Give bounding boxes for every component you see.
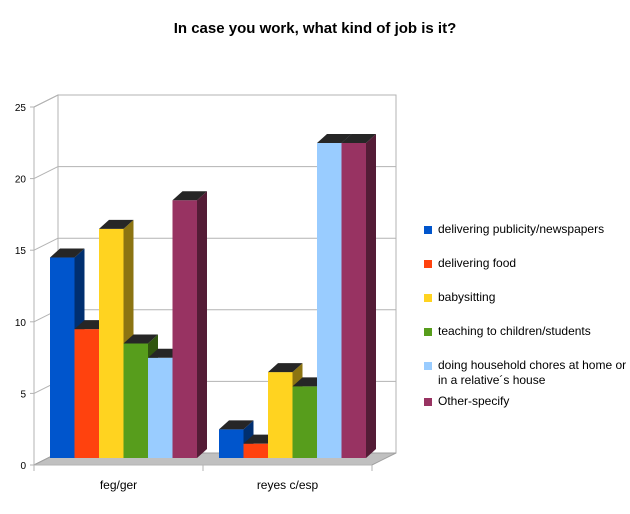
bar-front [268,372,293,458]
legend-label: delivering publicity/newspapers [438,222,605,236]
legend-item: delivering publicity/newspapers [424,222,630,237]
gridline [33,166,59,180]
x-category-label: reyes c/esp [257,478,319,492]
legend-label: teaching to children/students [438,324,591,338]
legend-swatch [424,362,432,370]
bar-top [172,191,207,201]
bar-front [74,329,99,458]
legend-swatch [424,226,432,234]
legend-item: delivering food [424,256,630,271]
legend-label: doing household chores at home or in a r… [438,358,627,387]
y-tick-label: 20 [15,175,27,186]
y-tick-label: 10 [15,318,27,329]
gridline [33,237,59,251]
bar-front [123,343,148,458]
bar-side [197,191,207,459]
bar-front [50,257,75,458]
bar-top [99,219,134,229]
chart-title: In case you work, what kind of job is it… [173,20,457,37]
bar-front [317,142,342,458]
bar-top [50,248,85,258]
legend-swatch [424,328,432,336]
legend-label: Other-specify [438,394,510,408]
bar-top [268,363,303,373]
legend-item: doing household chores at home or in a r… [424,358,630,388]
bar-top [317,133,352,143]
legend-item: teaching to children/students [424,324,630,339]
bar-side [366,133,376,458]
bar-front [172,200,197,459]
bar-front [292,386,317,458]
y-tick-label: 25 [15,103,27,114]
gridline [33,94,59,108]
legend-item: babysitting [424,290,630,305]
bar-front [99,228,124,458]
bar-front [219,429,244,458]
bar-top [123,334,158,344]
legend-label: delivering food [438,256,517,270]
x-category-label: feg/ger [100,478,137,492]
legend-swatch [424,398,432,406]
bar-top [341,133,376,143]
bar-front [243,443,268,458]
legend-label: babysitting [438,290,496,304]
y-tick-label: 5 [20,389,26,400]
y-tick-label: 0 [20,461,26,472]
legend-item: Other-specify [424,394,630,409]
legend-swatch [424,260,432,268]
y-tick-label: 15 [15,246,27,257]
bar-front [148,357,173,458]
legend-swatch [424,294,432,302]
bar-front [341,142,366,458]
bar-top [219,420,254,430]
